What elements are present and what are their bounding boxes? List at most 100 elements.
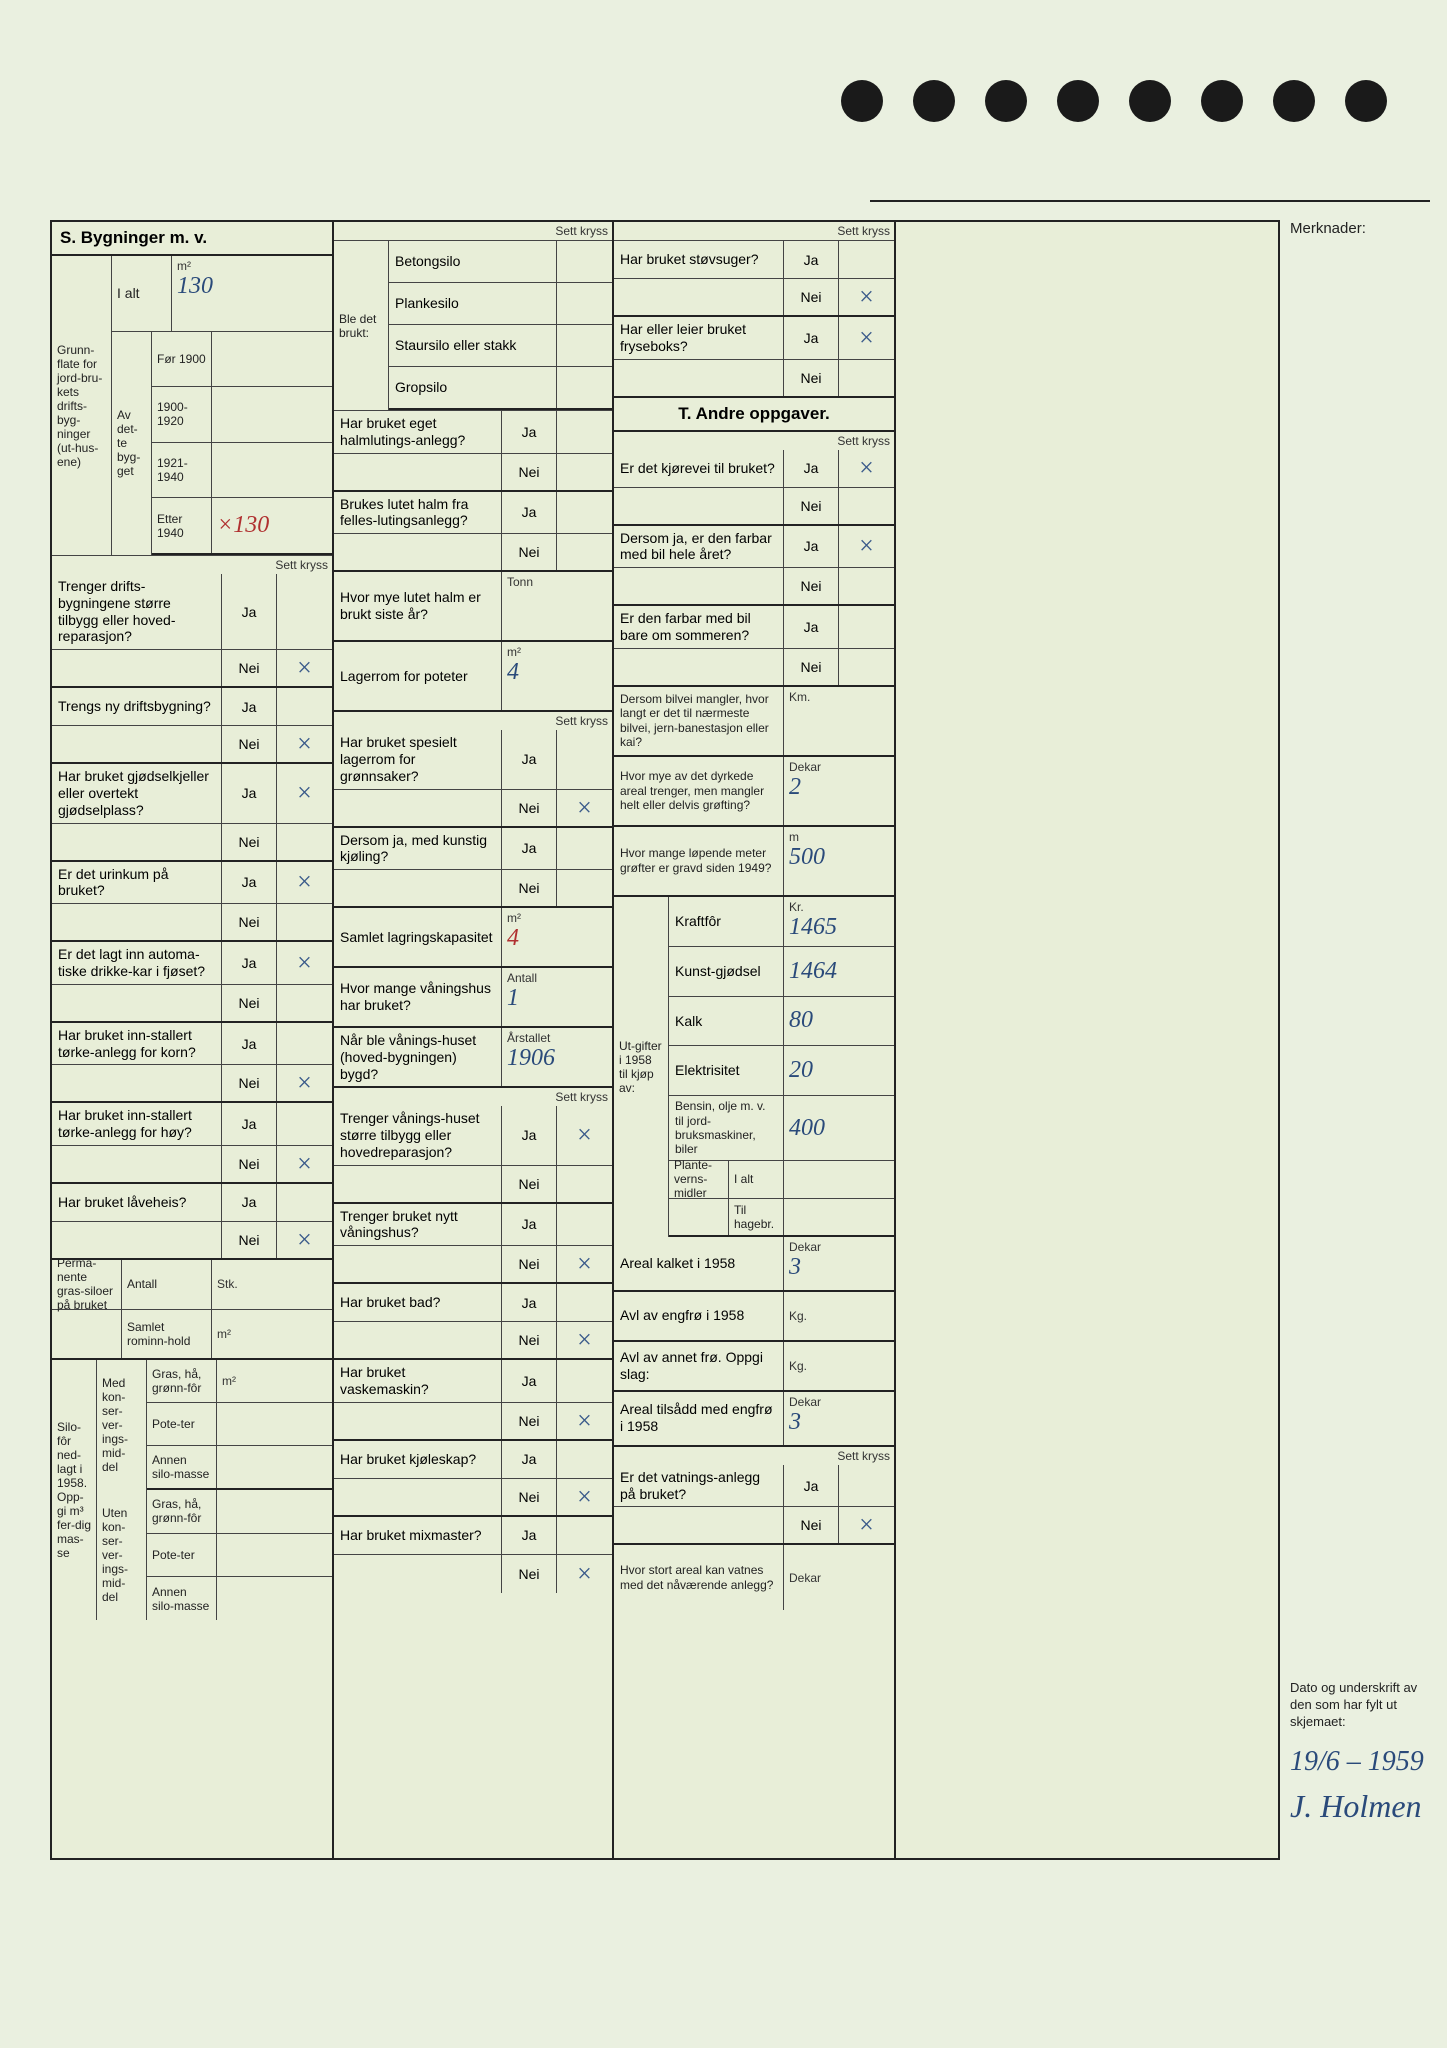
vatnings-nei: ×: [859, 1510, 874, 1540]
nei-1: Nei: [222, 650, 277, 686]
torke-hoy: Har bruket inn-stallert tørke-anlegg for…: [52, 1103, 222, 1145]
nytt-nei: ×: [577, 1249, 592, 1279]
sett-kryss-5: Sett kryss: [614, 222, 894, 241]
sett-kryss-7: Sett kryss: [614, 1447, 894, 1465]
vaningshus-bygd: Når ble vånings-huset (hoved-bygningen) …: [334, 1028, 502, 1086]
gjodsel-ja: ×: [297, 778, 312, 808]
avl-engfro: Avl av engfrø i 1958: [614, 1292, 784, 1340]
urinkum: Er det urinkum på bruket?: [52, 862, 222, 904]
vaningshus-antall: Hvor mange våningshus har bruket?: [334, 968, 502, 1026]
torke-korn: Har bruket inn-stallert tørke-anlegg for…: [52, 1023, 222, 1065]
lagerrom-gronn-nei: ×: [577, 793, 592, 823]
antall-label: Antall: [127, 1277, 157, 1291]
m2-unit: m²: [177, 259, 191, 273]
kjole-nei: ×: [577, 1482, 592, 1512]
ialt-label: I alt: [117, 285, 140, 301]
fryseboks: Har eller leier bruket fryseboks?: [614, 317, 784, 359]
form-table: S. Bygninger m. v. Grunn-flate for jord-…: [50, 220, 1280, 1860]
sett-kryss-1: Sett kryss: [52, 556, 332, 574]
vaningshus-ar: 1906: [507, 1045, 555, 1072]
av-dette-label: Av det-te byg-get: [117, 408, 146, 478]
poteter-2: Pote-ter: [152, 1548, 195, 1562]
stovsuger-nei: ×: [859, 282, 874, 312]
bensin-val: 400: [789, 1115, 825, 1142]
hvor-stort: Hvor stort areal kan vatnes med det nåvæ…: [614, 1545, 784, 1610]
poteter-1: Pote-ter: [152, 1417, 195, 1431]
grofter-val: 500: [789, 844, 825, 871]
areal-kalket: Areal kalket i 1958: [614, 1237, 784, 1290]
silofor-label: Silo-fôr ned-lagt i 1958. Opp-gi m³ fer-…: [57, 1420, 91, 1560]
ble-det-brukt: Ble det brukt:: [339, 312, 383, 340]
tilbygg-ja: ×: [577, 1120, 592, 1150]
gropsilo: Gropsilo: [389, 367, 557, 408]
annen-2: Annen silo-masse: [152, 1585, 211, 1613]
drikkekar-ja: ×: [297, 948, 312, 978]
med-kons: Med kon-ser-ver-ings-mid-del: [102, 1376, 141, 1474]
areal-tilsadd-val: 3: [789, 1409, 801, 1436]
section-t-title: T. Andre oppgaver.: [614, 398, 894, 432]
annen-1: Annen silo-masse: [152, 1453, 211, 1481]
etter1940-val: ×130: [217, 512, 269, 539]
kalk-val: 80: [789, 1007, 813, 1034]
sett-kryss-6: Sett kryss: [614, 432, 894, 450]
grofter: Hvor mange løpende meter grøfter er grav…: [614, 827, 784, 895]
torke-korn-nei: ×: [297, 1068, 312, 1098]
trenger-drifts: Trenger drifts-bygningene større tilbygg…: [52, 574, 222, 649]
for1900: Før 1900: [157, 352, 206, 366]
laveheis-nei: ×: [297, 1225, 312, 1255]
areal-kalket-val: 3: [789, 1254, 801, 1281]
sett-kryss-2: Sett kryss: [334, 222, 612, 241]
drikkekar: Er det lagt inn automa-tiske drikke-kar …: [52, 942, 222, 984]
vaske-nei: ×: [577, 1406, 592, 1436]
utgifter: Ut-gifter i 1958 til kjøp av:: [619, 1039, 663, 1095]
kunstgjodsel: Kunst-gjødsel: [669, 947, 784, 996]
areal-tilsadd: Areal tilsådd med engfrø i 1958: [614, 1392, 784, 1445]
ialt-value: 130: [177, 273, 213, 300]
farbar-aret-ja: ×: [859, 531, 874, 561]
merknader-label: Merknader:: [1290, 220, 1366, 237]
gjodselkjeller: Har bruket gjødselkjeller eller overtekt…: [52, 764, 222, 822]
sig-name: J. Holmen: [1290, 1788, 1430, 1825]
kjorevei-ja: ×: [859, 453, 874, 483]
farbar-sommer: Er den farbar med bil bare om sommeren?: [614, 606, 784, 648]
lagerrom-poteter: Lagerrom for poteter: [334, 642, 502, 710]
bensin: Bensin, olje m. v. til jord-bruksmaskine…: [669, 1096, 784, 1160]
farbar-aret: Dersom ja, er den farbar med bil hele år…: [614, 526, 784, 568]
kjorevei: Er det kjørevei til bruket?: [614, 450, 784, 487]
samlet-lagrings: Samlet lagringskapasitet: [334, 908, 502, 966]
plantevernsm: Plante-verns-midler: [674, 1158, 723, 1200]
har-vaske: Har bruket vaskemaskin?: [334, 1360, 502, 1402]
kraftfor-val: 1465: [789, 914, 837, 941]
bilvei-mangler: Dersom bilvei mangler, hvor langt er det…: [614, 687, 784, 755]
samlet-rominn: Samlet rominn-hold: [127, 1320, 206, 1348]
mix-nei: ×: [577, 1559, 592, 1589]
har-bad: Har bruket bad?: [334, 1284, 502, 1321]
trengs-ny: Trengs ny driftsbygning?: [52, 688, 222, 725]
dyrket-areal: Hvor mye av det dyrkede areal trenger, m…: [614, 757, 784, 825]
stovsuger: Har bruket støvsuger?: [614, 241, 784, 278]
sett-kryss-4: Sett kryss: [334, 1088, 612, 1106]
laveheis: Har bruket låveheis?: [52, 1184, 222, 1221]
bad-nei: ×: [577, 1325, 592, 1355]
urinkum-ja: ×: [297, 867, 312, 897]
lagerrom-gronn: Har bruket spesielt lagerrom for grønnsa…: [334, 730, 502, 788]
p1900-1920: 1900-1920: [157, 400, 206, 428]
staursilo: Staursilo eller stakk: [389, 325, 557, 366]
sig-date: 19/6 – 1959: [1290, 1746, 1430, 1778]
signature-area: Dato og underskrift av den som har fylt …: [1290, 1680, 1430, 1825]
vaningshus-val: 1: [507, 985, 519, 1012]
uten-kons: Uten kon-ser-ver-ings-mid-del: [102, 1506, 141, 1604]
grunnflate-label: Grunn-flate for jord-bru-kets drifts-byg…: [57, 343, 106, 469]
trenger-drifts-nei: ×: [297, 653, 312, 683]
ja-1: Ja: [222, 574, 277, 649]
kalk: Kalk: [669, 997, 784, 1046]
elektrisitet-val: 20: [789, 1057, 813, 1084]
kunstig-kjoling: Dersom ja, med kunstig kjøling?: [334, 828, 502, 870]
trengs-ny-nei: ×: [297, 729, 312, 759]
elektrisitet: Elektrisitet: [669, 1046, 784, 1095]
har-mix: Har bruket mixmaster?: [334, 1517, 502, 1554]
halmlutings: Har bruket eget halmlutings-anlegg?: [334, 411, 502, 453]
har-kjole: Har bruket kjøleskap?: [334, 1441, 502, 1478]
vaningshus-tilbygg: Trenger vånings-huset større tilbygg ell…: [334, 1106, 502, 1164]
sig-label: Dato og underskrift av den som har fylt …: [1290, 1680, 1430, 1731]
